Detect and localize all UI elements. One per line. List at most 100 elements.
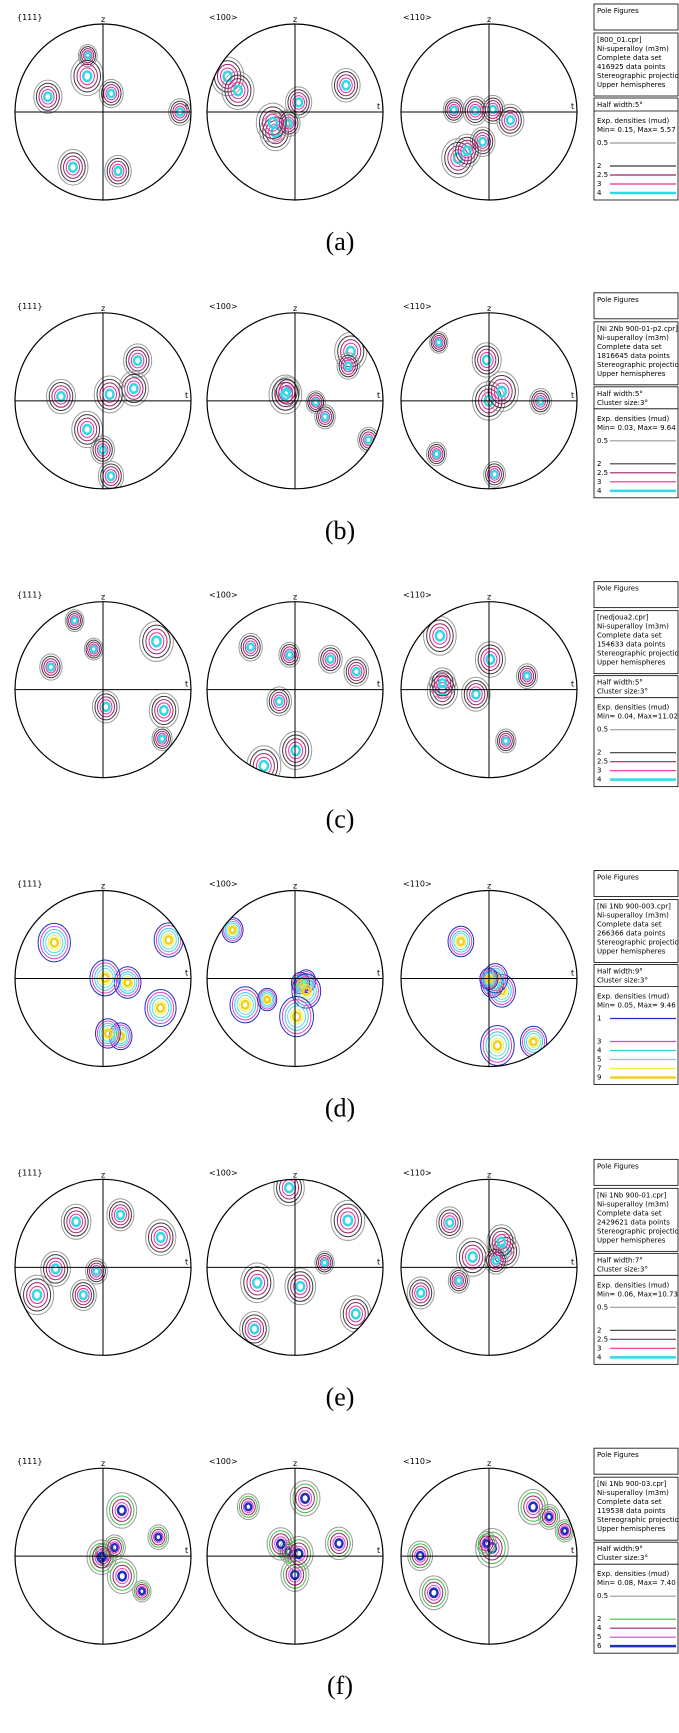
legend-info: 416925 data points <box>597 63 666 71</box>
contour <box>242 637 259 657</box>
contour <box>224 74 252 107</box>
contour <box>91 1265 102 1278</box>
contour <box>493 382 510 401</box>
legend-info: 266366 data points <box>597 930 666 938</box>
legend-level: 2 <box>597 460 601 468</box>
axis-label: t <box>185 102 188 111</box>
legend-info: Stereographic projection <box>597 939 679 947</box>
contour <box>490 1254 502 1268</box>
legend-info: Upper hemispheres <box>597 370 666 378</box>
contour <box>96 696 115 718</box>
legend-info: Complete data set <box>597 632 662 640</box>
contour <box>487 374 516 409</box>
legend-box <box>593 292 679 320</box>
contour <box>329 1532 349 1555</box>
contour <box>290 744 301 757</box>
contour <box>269 1530 293 1558</box>
projection-circle <box>206 312 384 490</box>
contour <box>483 1246 508 1275</box>
contour <box>82 423 93 436</box>
contour <box>289 1008 304 1025</box>
contour <box>228 925 237 935</box>
contour <box>251 1276 263 1289</box>
contour <box>295 978 317 1004</box>
legend-info: Stereographic projection <box>597 72 679 80</box>
contour <box>449 105 458 115</box>
contour <box>69 1279 97 1311</box>
contour <box>79 46 96 66</box>
contour <box>278 1179 300 1200</box>
projection-circle <box>14 1467 192 1645</box>
contours <box>407 1488 575 1611</box>
contour <box>147 1222 174 1253</box>
contour <box>117 971 138 994</box>
legend-setting: Cluster size:3° <box>597 1554 648 1562</box>
contour <box>91 690 120 724</box>
contour <box>65 158 81 176</box>
contours <box>268 331 380 454</box>
legend-info: Stereographic projection <box>597 650 679 658</box>
legend-level: 0.5 <box>597 437 608 445</box>
contour <box>536 396 545 406</box>
contour <box>331 68 361 103</box>
contour <box>449 1270 468 1292</box>
contour <box>100 972 110 984</box>
contour <box>330 1199 366 1242</box>
contour <box>110 1542 119 1553</box>
contour <box>81 48 95 64</box>
contour <box>286 1539 311 1569</box>
panel-caption: (c) <box>326 805 355 834</box>
contour <box>69 1213 84 1230</box>
contour <box>560 1526 569 1536</box>
contour <box>554 1519 575 1543</box>
contour <box>479 1535 494 1552</box>
axis-label: t <box>571 680 574 689</box>
contour <box>496 385 508 398</box>
legend-box <box>593 610 679 675</box>
contour <box>444 99 463 121</box>
contour <box>462 95 488 126</box>
contour <box>426 619 454 652</box>
contour <box>258 759 270 773</box>
contour <box>458 1240 487 1274</box>
contour <box>419 1575 449 1611</box>
contour <box>43 658 59 676</box>
contour <box>474 132 491 152</box>
contour <box>482 1028 513 1063</box>
contour <box>154 1532 163 1542</box>
legend-densities-title: Exp. densities (mud) <box>597 993 670 1001</box>
contour <box>317 408 333 425</box>
figure-label: {111} <box>17 1457 42 1466</box>
legend-level: 0.5 <box>597 1303 608 1311</box>
contours <box>210 56 361 152</box>
contour <box>478 136 488 147</box>
contour <box>317 1254 332 1271</box>
contour <box>529 388 552 415</box>
contour <box>290 1274 311 1299</box>
contour <box>68 613 82 629</box>
axis-label: t <box>185 1546 188 1555</box>
contour <box>238 997 252 1013</box>
contour <box>19 1274 55 1316</box>
contour <box>462 145 472 156</box>
contour <box>89 644 98 654</box>
legend-title: Pole Figures <box>597 296 639 304</box>
legend-range: Min= 0.15, Max= 5.57 <box>597 126 676 134</box>
legend-densities-title: Exp. densities (mud) <box>597 117 670 125</box>
contour <box>236 1493 260 1521</box>
contour <box>314 404 336 430</box>
contour <box>432 626 448 645</box>
contour <box>46 662 56 672</box>
contour <box>51 385 71 408</box>
contour <box>339 77 353 94</box>
contour <box>342 1214 354 1227</box>
contour <box>475 1528 509 1568</box>
axis-label: t <box>571 102 574 111</box>
contour <box>429 623 451 649</box>
contour <box>279 730 313 771</box>
contour <box>538 1503 561 1530</box>
contour <box>350 664 363 679</box>
legend-setting: Half width:5° <box>597 390 643 398</box>
contour <box>485 1031 510 1060</box>
